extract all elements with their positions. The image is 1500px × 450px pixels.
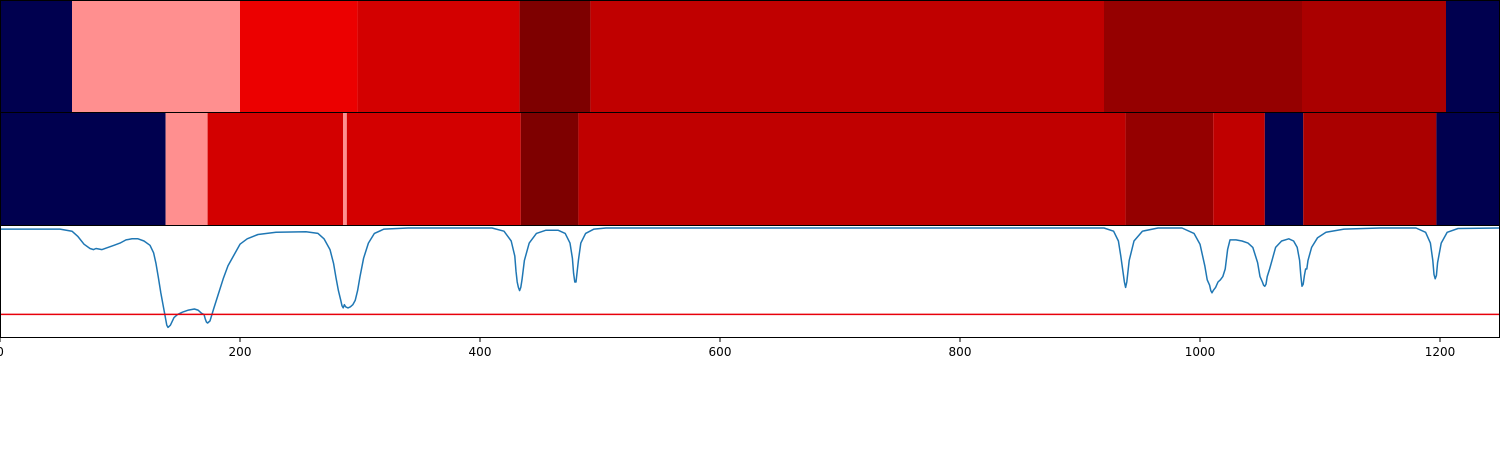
track-2-segment-6 — [520, 113, 579, 225]
track-1-segment-9 — [1446, 1, 1500, 112]
segment-track-1 — [0, 0, 1500, 113]
track-2-segment-4 — [343, 113, 347, 225]
track-2-segment-3 — [207, 113, 344, 225]
track-2-segment-5 — [346, 113, 521, 225]
x-tick-label: 0 — [0, 345, 4, 359]
x-tick-label: 200 — [229, 345, 252, 359]
track-1-segment-6 — [590, 1, 1104, 112]
track-1-segment-5 — [519, 1, 591, 112]
x-tick-label: 800 — [949, 345, 972, 359]
x-tick-label: 400 — [469, 345, 492, 359]
x-axis: 0 200 400 600 800 1000 1200 — [0, 338, 1455, 359]
track-2-segment-10 — [1264, 113, 1304, 225]
line-series — [0, 227, 1500, 329]
track-2-segment-2 — [165, 113, 208, 225]
track-2-segment-1 — [0, 113, 166, 225]
track-1-segment-7 — [1104, 1, 1302, 112]
track-1-segment-4 — [357, 1, 520, 112]
x-tick-label: 1200 — [1425, 345, 1456, 359]
line-panel-frame — [0, 225, 1500, 338]
track-2-segment-12 — [1436, 113, 1500, 225]
track-1-segment-2 — [72, 1, 240, 112]
track-2-segment-11 — [1303, 113, 1437, 225]
track-2-segment-8 — [1125, 113, 1214, 225]
track-2-segment-7 — [578, 113, 1126, 225]
track-2-segment-9 — [1213, 113, 1265, 225]
track-1-segment-8 — [1302, 1, 1446, 112]
x-tick-label: 600 — [709, 345, 732, 359]
track-1-segment-3 — [240, 1, 358, 112]
line-panel — [0, 225, 1500, 338]
x-tick-label: 1000 — [1185, 345, 1216, 359]
segment-track-2 — [0, 112, 1500, 226]
track-1-segment-1 — [0, 1, 72, 112]
